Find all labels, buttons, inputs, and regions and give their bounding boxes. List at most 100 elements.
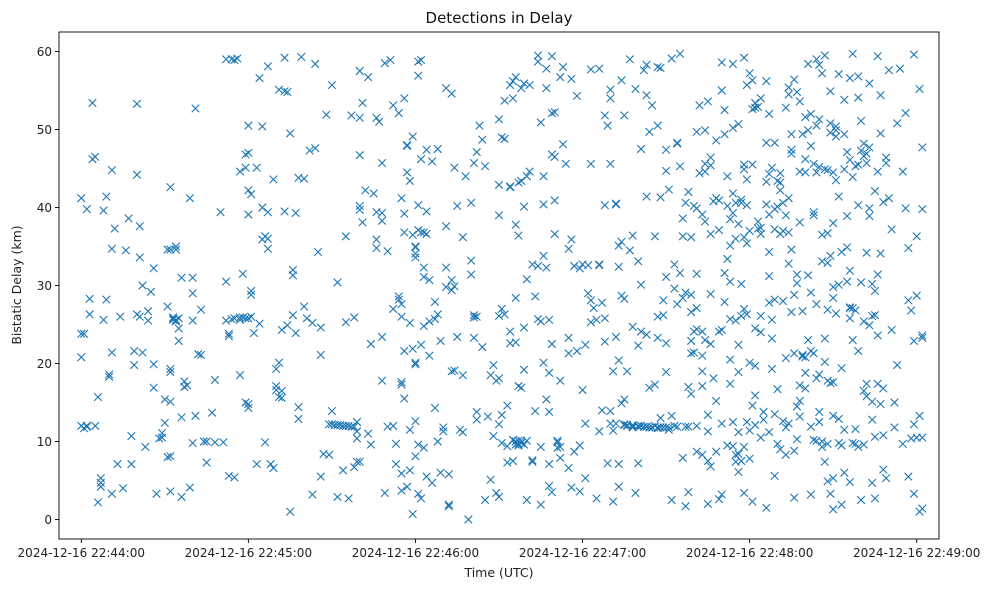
data-point (174, 324, 183, 333)
data-point (787, 145, 796, 154)
data-point (828, 378, 838, 387)
data-point (881, 473, 891, 483)
data-point (372, 243, 381, 253)
data-point (912, 232, 921, 241)
data-point (639, 66, 648, 75)
y-tick-label: 20 (37, 357, 52, 371)
data-point (659, 310, 668, 320)
data-point (575, 264, 584, 273)
data-point (341, 232, 351, 241)
data-point (712, 447, 721, 456)
data-point (873, 331, 882, 340)
data-point (107, 489, 117, 498)
data-point (132, 170, 142, 179)
data-point (107, 165, 117, 175)
data-point (661, 339, 671, 348)
data-point (728, 123, 738, 133)
data-point (918, 143, 927, 152)
data-point (544, 368, 554, 378)
data-point (288, 310, 298, 320)
data-point (826, 489, 835, 498)
data-point (792, 434, 802, 444)
data-point (898, 167, 907, 176)
data-point (96, 482, 105, 491)
data-point (177, 492, 186, 502)
data-point (828, 505, 838, 514)
data-point (592, 315, 601, 325)
data-point (776, 186, 785, 195)
data-point (787, 245, 796, 254)
data-point (734, 119, 743, 129)
data-point (826, 378, 835, 388)
data-point (269, 175, 278, 184)
data-point (505, 182, 515, 191)
data-point (233, 54, 242, 63)
data-point (497, 304, 506, 314)
data-point (458, 371, 467, 380)
data-point (792, 402, 802, 411)
data-point (770, 225, 779, 234)
data-point (764, 271, 774, 281)
data-point (909, 336, 919, 346)
data-point (188, 438, 197, 448)
data-point (575, 487, 584, 496)
data-point (728, 59, 738, 69)
data-point (341, 317, 351, 327)
data-point (762, 177, 771, 186)
data-point (856, 495, 866, 505)
data-point (185, 483, 195, 492)
data-point (411, 242, 420, 251)
data-point (823, 165, 832, 175)
data-point (143, 316, 153, 325)
data-point (285, 129, 295, 138)
data-point (141, 442, 150, 452)
data-point (812, 121, 821, 130)
data-point (414, 440, 423, 449)
x-tick-label: 2024-12-16 22:46:00 (352, 546, 479, 560)
data-point (873, 167, 882, 176)
data-point (631, 84, 640, 94)
data-point (586, 159, 596, 169)
data-point (416, 494, 426, 503)
data-point (383, 246, 392, 256)
data-point (294, 402, 303, 412)
data-point (263, 234, 273, 243)
data-point (263, 62, 273, 71)
data-point (422, 207, 431, 216)
data-point (143, 307, 153, 316)
data-point (85, 294, 94, 303)
data-point (316, 323, 325, 332)
data-point (547, 51, 557, 61)
data-point (784, 83, 793, 92)
data-point (770, 295, 779, 304)
data-point (283, 87, 292, 97)
data-point (698, 381, 707, 391)
data-point (781, 450, 791, 459)
data-point (728, 441, 738, 451)
data-point (246, 286, 256, 296)
data-point (595, 260, 604, 269)
data-point (812, 168, 821, 177)
data-point (344, 494, 353, 503)
data-point (823, 477, 832, 486)
data-point (430, 297, 440, 307)
data-point (773, 202, 782, 211)
data-point (698, 210, 707, 219)
data-point (820, 357, 830, 367)
data-point (377, 376, 387, 385)
data-point (650, 232, 660, 241)
data-point (831, 122, 841, 131)
data-point (717, 325, 726, 335)
data-point (714, 225, 724, 235)
data-point (533, 261, 543, 271)
data-point (388, 101, 398, 110)
data-point (842, 147, 852, 157)
data-point (692, 269, 701, 278)
data-point (781, 103, 791, 112)
data-point (595, 261, 604, 270)
data-point (400, 94, 409, 103)
data-point (244, 210, 253, 219)
data-point (400, 228, 409, 237)
data-point (684, 382, 693, 392)
data-point (620, 420, 629, 430)
